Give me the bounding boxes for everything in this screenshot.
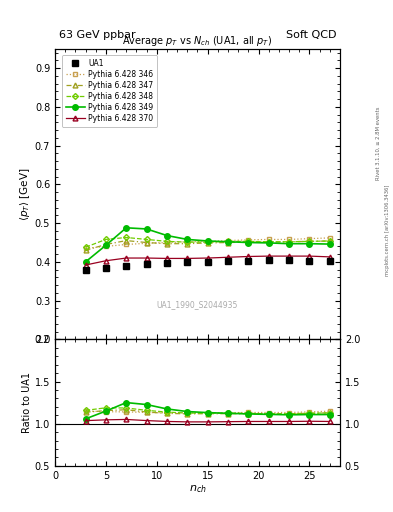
Pythia 6.428 370: [307, 253, 312, 259]
UA1: [144, 261, 149, 267]
Pythia 6.428 346: [144, 240, 149, 246]
UA1: [287, 258, 292, 264]
Pythia 6.428 347: [226, 240, 230, 246]
Pythia 6.428 348: [165, 238, 169, 244]
Pythia 6.428 346: [287, 237, 292, 243]
Pythia 6.428 370: [287, 253, 292, 259]
Pythia 6.428 348: [185, 239, 190, 245]
Pythia 6.428 370: [327, 254, 332, 260]
UA1: [124, 263, 129, 269]
Pythia 6.428 349: [327, 241, 332, 247]
Text: Soft QCD: Soft QCD: [286, 30, 336, 40]
Pythia 6.428 370: [83, 262, 88, 268]
Pythia 6.428 347: [246, 239, 251, 245]
Pythia 6.428 349: [307, 241, 312, 247]
Pythia 6.428 370: [124, 255, 129, 261]
UA1: [246, 258, 251, 264]
UA1: [266, 258, 271, 264]
Pythia 6.428 370: [185, 255, 190, 262]
Pythia 6.428 348: [144, 237, 149, 243]
Pythia 6.428 346: [83, 245, 88, 251]
Pythia 6.428 347: [124, 238, 129, 244]
UA1: [83, 267, 88, 273]
Pythia 6.428 346: [246, 237, 251, 243]
Pythia 6.428 349: [287, 241, 292, 247]
Pythia 6.428 349: [205, 238, 210, 244]
Pythia 6.428 346: [124, 241, 129, 247]
Pythia 6.428 370: [103, 258, 108, 264]
Pythia 6.428 348: [266, 239, 271, 245]
UA1: [205, 259, 210, 265]
Pythia 6.428 347: [307, 238, 312, 244]
X-axis label: $n_{ch}$: $n_{ch}$: [189, 483, 206, 495]
Y-axis label: $\langle p_T \rangle$ [GeV]: $\langle p_T \rangle$ [GeV]: [18, 167, 32, 221]
Text: UA1_1990_S2044935: UA1_1990_S2044935: [157, 300, 238, 309]
Pythia 6.428 347: [287, 239, 292, 245]
Pythia 6.428 349: [246, 240, 251, 246]
Pythia 6.428 346: [327, 235, 332, 241]
Line: Pythia 6.428 370: Pythia 6.428 370: [83, 253, 332, 267]
Text: mcplots.cern.ch [arXiv:1306.3436]: mcplots.cern.ch [arXiv:1306.3436]: [385, 185, 389, 276]
UA1: [165, 260, 169, 266]
Pythia 6.428 349: [103, 242, 108, 248]
Pythia 6.428 348: [246, 238, 251, 244]
Line: Pythia 6.428 346: Pythia 6.428 346: [83, 236, 332, 251]
Pythia 6.428 348: [103, 237, 108, 243]
Y-axis label: Ratio to UA1: Ratio to UA1: [22, 372, 32, 433]
Pythia 6.428 348: [205, 239, 210, 245]
Pythia 6.428 346: [185, 239, 190, 245]
Pythia 6.428 346: [103, 243, 108, 249]
Pythia 6.428 347: [103, 241, 108, 247]
Pythia 6.428 348: [124, 234, 129, 241]
Pythia 6.428 346: [226, 238, 230, 244]
Legend: UA1, Pythia 6.428 346, Pythia 6.428 347, Pythia 6.428 348, Pythia 6.428 349, Pyt: UA1, Pythia 6.428 346, Pythia 6.428 347,…: [62, 55, 157, 126]
Pythia 6.428 347: [185, 241, 190, 247]
Pythia 6.428 370: [266, 253, 271, 259]
UA1: [307, 258, 312, 264]
Pythia 6.428 349: [124, 225, 129, 231]
Pythia 6.428 349: [144, 226, 149, 232]
UA1: [185, 259, 190, 265]
Pythia 6.428 347: [165, 241, 169, 247]
UA1: [226, 258, 230, 264]
Pythia 6.428 346: [266, 237, 271, 243]
Pythia 6.428 346: [205, 238, 210, 244]
Pythia 6.428 346: [307, 236, 312, 242]
Pythia 6.428 349: [185, 237, 190, 243]
Pythia 6.428 348: [327, 238, 332, 244]
Pythia 6.428 349: [165, 232, 169, 239]
Pythia 6.428 370: [246, 253, 251, 260]
Text: 63 GeV ppbar: 63 GeV ppbar: [59, 30, 136, 40]
Pythia 6.428 346: [165, 240, 169, 246]
Pythia 6.428 370: [144, 255, 149, 261]
Title: Average $p_T$ vs $N_{ch}$ (UA1, all $p_T$): Average $p_T$ vs $N_{ch}$ (UA1, all $p_T…: [122, 34, 273, 49]
Pythia 6.428 347: [205, 240, 210, 246]
Pythia 6.428 348: [287, 239, 292, 245]
Pythia 6.428 347: [144, 240, 149, 246]
Pythia 6.428 348: [226, 238, 230, 244]
Pythia 6.428 347: [266, 239, 271, 245]
Line: Pythia 6.428 348: Pythia 6.428 348: [83, 236, 332, 249]
Line: UA1: UA1: [83, 258, 332, 273]
Pythia 6.428 349: [226, 239, 230, 245]
Pythia 6.428 349: [83, 259, 88, 265]
Text: Rivet 3.1.10, ≥ 2.8M events: Rivet 3.1.10, ≥ 2.8M events: [376, 106, 381, 180]
Pythia 6.428 370: [226, 254, 230, 260]
UA1: [103, 265, 108, 271]
Line: Pythia 6.428 347: Pythia 6.428 347: [83, 238, 332, 253]
Pythia 6.428 347: [327, 238, 332, 244]
Pythia 6.428 348: [83, 244, 88, 250]
UA1: [327, 258, 332, 264]
Pythia 6.428 347: [83, 247, 88, 253]
Pythia 6.428 349: [266, 240, 271, 246]
Line: Pythia 6.428 349: Pythia 6.428 349: [83, 225, 332, 265]
Pythia 6.428 370: [165, 255, 169, 262]
Pythia 6.428 370: [205, 255, 210, 261]
Pythia 6.428 348: [307, 238, 312, 244]
